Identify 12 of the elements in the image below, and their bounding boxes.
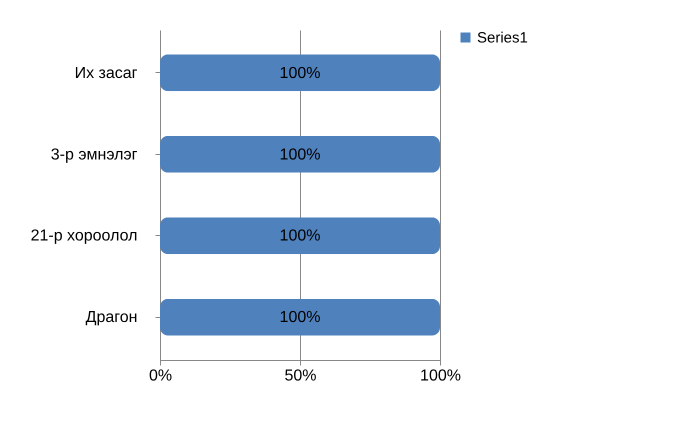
data-label: 100% xyxy=(280,64,320,82)
x-tick-label: 0% xyxy=(148,368,172,384)
data-label: 100% xyxy=(280,228,320,245)
y-tick-label: Их засаг xyxy=(74,64,138,82)
legend-label: Series1 xyxy=(477,30,528,46)
x-tick-label: 100% xyxy=(420,368,461,384)
data-label: 100% xyxy=(280,309,320,326)
x-tick-label: 50% xyxy=(284,368,317,384)
y-tick-label: 21-р хороолол xyxy=(30,228,138,245)
y-tick-label: 3-р эмнэлэг xyxy=(50,146,138,164)
data-label: 100% xyxy=(280,146,320,164)
y-tick-label: Драгон xyxy=(86,309,138,326)
